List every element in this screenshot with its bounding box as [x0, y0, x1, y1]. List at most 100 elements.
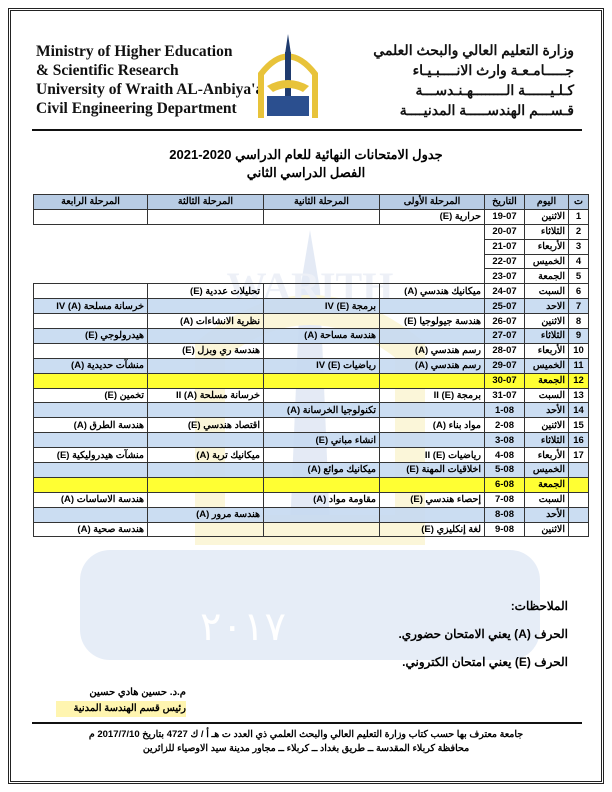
page-border [8, 8, 604, 784]
stage2-cell: مقاومة مواد (A) [263, 491, 380, 508]
day-cell: الجمعة [524, 476, 569, 493]
stage3-cell [147, 372, 264, 389]
signatory-name: م.د. حسين هادي حسين [89, 687, 186, 698]
english-header-line: Ministry of Higher Education [36, 43, 233, 60]
stage1-cell: رسم هندسي (A) [379, 357, 485, 374]
column-header: المرحلة الثالثة [147, 194, 264, 210]
stage4-cell [34, 224, 148, 239]
stage4-cell [33, 506, 148, 523]
stage3-cell: هندسة ري وبزل (E) [147, 342, 264, 359]
stage2-cell: انشاء مباني (E) [263, 432, 380, 449]
row-number: 16 [568, 432, 589, 449]
stage2-cell: رياضيات IV (E) [263, 357, 380, 374]
day-cell: الاحد [524, 298, 569, 315]
stage1-cell [380, 239, 485, 254]
stage1-cell [379, 432, 485, 449]
column-header: المرحلة الأولى [379, 194, 485, 210]
row-number: 12 [568, 372, 589, 389]
date-cell: 6-08 [484, 476, 525, 493]
stage4-cell [33, 283, 148, 300]
row-number: 11 [568, 357, 589, 374]
stage2-cell: برمجة IV (E) [263, 298, 380, 315]
row-number: 5 [568, 268, 589, 285]
table-row: 9 الثلاثاء 27-07 هندسة مساحة (A) هيدرولوجي (… [33, 328, 589, 344]
table-row: 4 الخميس 22-07 [34, 253, 589, 270]
table-row: 1 الاثنين 19-07 حرارية (E) [33, 208, 589, 225]
stage1-cell: اخلاقيات المهنة (E) [379, 462, 485, 478]
english-header-line: & Scientific Research [36, 62, 179, 79]
footer-line: محافظة كربلاء المقدسة ــ طريق بغداد ــ ك… [142, 743, 470, 754]
date-cell: 9-08 [484, 521, 525, 538]
table-row: 2 الثلاثاء 20-07 [34, 223, 589, 240]
date-cell: 23-07 [484, 268, 525, 285]
stage3-cell [148, 224, 264, 239]
day-cell: الأربعاء [524, 342, 569, 359]
arabic-header: وزارة التعليم العالي والبحث العلمي جــــ… [373, 40, 574, 120]
stage4-cell: خرسانة مسلحة IV (A) [33, 298, 148, 315]
arabic-header-line: قـســـم الهندســـــة المدنيــــة [399, 102, 574, 118]
day-cell: السبت [524, 491, 569, 508]
date-cell: 1-08 [484, 402, 525, 419]
stage2-cell [263, 342, 380, 359]
stage2-cell: هندسة مساحة (A) [263, 328, 380, 344]
document-title: جدول الامتحانات النهائية للعام الدراسي 2… [0, 146, 612, 182]
day-cell: السبت [524, 387, 569, 404]
stage2-cell [263, 506, 380, 523]
footer: جامعة معترف بها حسب كتاب وزارة التعليم ا… [0, 728, 612, 756]
stage1-cell [379, 476, 485, 493]
stage2-cell [264, 269, 380, 284]
table-header-row: ت اليوم التاريخ المرحلة الأولى المرحلة ا… [33, 194, 589, 210]
table-row: 13 السبت 31-07 برمجة II (E) خرسانة مسلحة II … [33, 387, 589, 404]
footer-line: جامعة معترف بها حسب كتاب وزارة التعليم ا… [88, 729, 524, 740]
row-number: 8 [568, 313, 589, 330]
table-row: 7 الاحد 25-07 برمجة IV (E) خرسانة مسلحة IV (… [33, 298, 589, 315]
stage2-cell [263, 387, 380, 404]
stage2-cell [263, 417, 380, 434]
arabic-header-line: وزارة التعليم العالي والبحث العلمي [373, 42, 574, 58]
table-row: 16 الثلاثاء 3-08 انشاء مباني (E) [33, 432, 589, 449]
stage1-cell [379, 372, 485, 389]
row-number: 9 [568, 328, 589, 344]
table-row: 3 الأربعاء 21-07 [34, 238, 589, 255]
table-row: 17 الأربعاء 4-08 رياضيات II (E) ميكانيك تربة… [33, 447, 589, 464]
stage4-cell [33, 476, 148, 493]
stage2-cell: تكنولوجيا الخرسانة (A) [263, 402, 380, 419]
stage3-cell [147, 402, 264, 419]
day-cell: الثلاثاء [524, 432, 569, 449]
row-number: 3 [568, 238, 589, 255]
row-number: 2 [568, 223, 589, 240]
stage4-cell [33, 462, 148, 478]
stage4-cell [34, 239, 148, 254]
stage1-cell: لغة إنكليزي (E) [379, 521, 485, 538]
column-header: اليوم [524, 194, 569, 210]
date-cell: 5-08 [484, 462, 525, 478]
stage3-cell [147, 298, 264, 315]
column-header: المرحلة الثانية [263, 194, 380, 210]
row-number [568, 506, 589, 523]
date-cell: 28-07 [484, 342, 525, 359]
stage4-cell: منشآت هيدروليكية (E) [33, 447, 148, 464]
stage2-cell [263, 447, 380, 464]
row-number: 13 [568, 387, 589, 404]
stage1-cell: رسم هندسي (A) [379, 342, 485, 359]
row-number: 17 [568, 447, 589, 464]
date-cell: 7-08 [484, 491, 525, 508]
table-row: الاثنين 9-08 لغة إنكليزي (E) هندسة صحية (A) [33, 521, 589, 538]
stage1-cell: برمجة II (E) [379, 387, 485, 404]
stage2-cell [264, 239, 380, 254]
table-row: 12 الجمعة 30-07 [33, 372, 589, 389]
day-cell: الثلاثاء [524, 223, 569, 240]
row-number [568, 476, 589, 493]
stage3-cell: اقتصاد هندسي (E) [147, 417, 264, 434]
stage2-cell [263, 283, 380, 300]
stage3-cell [147, 476, 264, 493]
row-number [568, 462, 589, 478]
day-cell: الجمعة [524, 268, 569, 285]
row-number: 14 [568, 402, 589, 419]
notes-title: الملاحظات: [510, 599, 568, 613]
arabic-header-line: جـــــامـعـة وارث الانــــبـيـاء [412, 62, 574, 78]
column-header: المرحلة الرابعة [33, 194, 148, 210]
english-header: Ministry of Higher Education & Scientifi… [36, 42, 263, 118]
signature-block: م.د. حسين هادي حسين رئيس قسم الهندسة الم… [56, 685, 186, 717]
stage3-cell: نظرية الانشاءات (A) [147, 313, 264, 330]
